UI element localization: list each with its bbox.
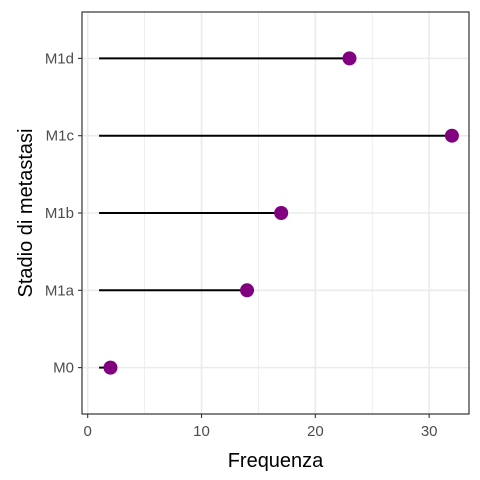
point-m0 (103, 360, 118, 375)
y-tick-label: M1d (45, 50, 74, 67)
y-axis-title: Stadio di metastasi (15, 129, 37, 298)
x-tick-label: 20 (307, 423, 324, 440)
y-tick-label: M0 (53, 360, 74, 377)
x-tick-label: 10 (193, 423, 210, 440)
points (103, 51, 459, 375)
y-axis-ticks: M0 M1a M1b M1c M1d (45, 50, 82, 377)
x-tick-label: 30 (421, 423, 438, 440)
point-m1a (240, 283, 255, 298)
y-tick-label: M1b (45, 205, 74, 222)
x-tick-label: 0 (84, 423, 92, 440)
y-tick-label: M1c (46, 128, 75, 145)
x-axis-title: Frequenza (228, 450, 324, 472)
x-axis-ticks: 0 10 20 30 (84, 414, 438, 440)
point-m1b (274, 206, 289, 220)
point-m1c (444, 128, 459, 143)
point-m1d (342, 51, 357, 66)
y-tick-label: M1a (45, 282, 75, 299)
